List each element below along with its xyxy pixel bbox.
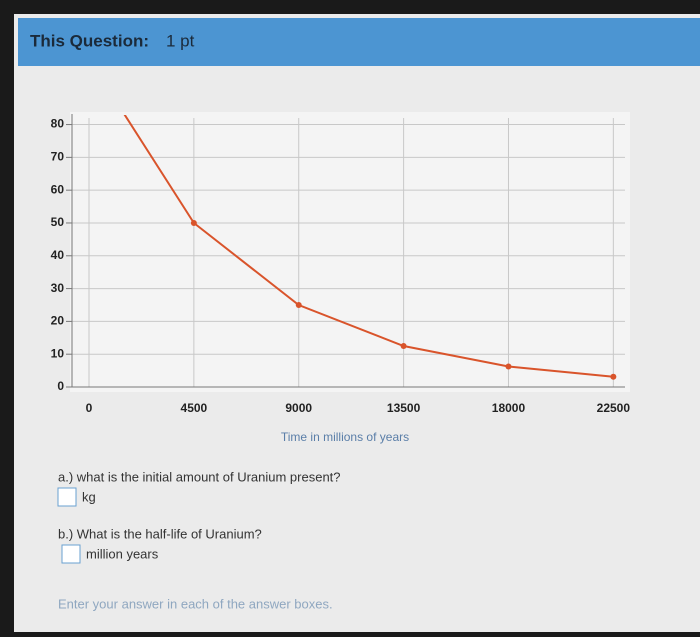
plot-area bbox=[70, 112, 630, 392]
question-label: This Question: bbox=[30, 31, 149, 50]
x-tick-label: 13500 bbox=[387, 401, 421, 415]
x-tick-label: 4500 bbox=[181, 401, 208, 415]
data-point bbox=[190, 219, 197, 226]
y-tick-label: 30 bbox=[51, 281, 65, 295]
data-point bbox=[295, 301, 302, 308]
x-tick-label: 9000 bbox=[285, 401, 312, 415]
y-tick-label: 0 bbox=[57, 379, 64, 393]
question-text: b.) What is the half-life of Uranium? bbox=[58, 526, 262, 541]
x-tick-label: 22500 bbox=[597, 401, 631, 415]
y-tick-label: 20 bbox=[51, 314, 65, 328]
data-line bbox=[123, 115, 614, 378]
question-text: a.) what is the initial amount of Uraniu… bbox=[58, 469, 341, 484]
x-tick-label: 18000 bbox=[492, 401, 526, 415]
y-tick-label: 10 bbox=[51, 346, 65, 360]
y-tick-label: 70 bbox=[51, 150, 65, 164]
unit-label: million years bbox=[86, 546, 159, 561]
plot bbox=[123, 115, 617, 380]
data-point bbox=[610, 373, 617, 380]
y-tick-label: 60 bbox=[51, 182, 65, 196]
x-tick-label: 0 bbox=[86, 401, 93, 415]
y-tick-label: 80 bbox=[51, 117, 65, 131]
x-axis-label: Time in millions of years bbox=[281, 430, 409, 444]
y-tick-label: 50 bbox=[51, 215, 65, 229]
header-bar bbox=[18, 18, 700, 66]
question-points: 1 pt bbox=[166, 31, 195, 50]
footer-note: Enter your answer in each of the answer … bbox=[58, 596, 333, 611]
data-point bbox=[400, 342, 407, 349]
y-tick-label: 40 bbox=[51, 248, 65, 262]
data-point bbox=[505, 363, 512, 370]
answer-box[interactable] bbox=[57, 487, 77, 507]
unit-label: kg bbox=[82, 489, 96, 504]
answer-box[interactable] bbox=[61, 544, 81, 564]
